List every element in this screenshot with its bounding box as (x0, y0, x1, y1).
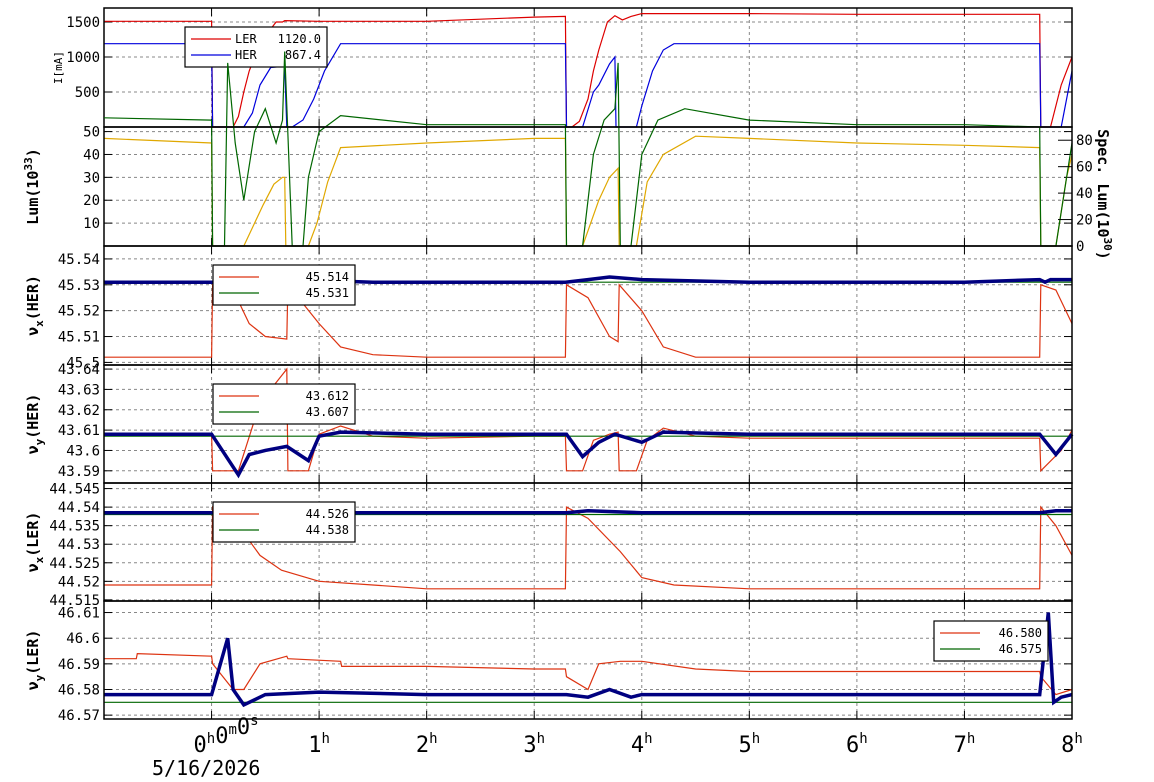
legend-value: 44.538 (306, 523, 349, 537)
y-tick-label: 44.525 (49, 556, 100, 572)
y-tick-label: 43.59 (58, 464, 100, 480)
y-axis-label: νx(HER) (24, 275, 46, 336)
legend-box (184, 26, 328, 68)
x-tick-label: 1h (308, 731, 330, 758)
legend-value: 43.612 (306, 389, 349, 403)
series-nuy_ler-meas (104, 612, 1073, 708)
y-tick-label: 43.62 (58, 403, 100, 419)
series-luminosity-Spec. Lum (103, 51, 1073, 247)
y-tick-label: 44.53 (58, 537, 100, 553)
y-tick-label: 46.59 (58, 657, 100, 673)
legend-value: 46.575 (999, 642, 1042, 656)
x-tick-label: 6h (846, 731, 868, 758)
y-tick-label: 50 (83, 125, 100, 141)
y-axis-label: νx(LER) (24, 512, 46, 573)
y-tick-label: 10 (83, 216, 100, 232)
y-tick-label: 1000 (66, 50, 100, 66)
y-axis-label: Lum(1033) (22, 148, 42, 224)
x-tick-label: 7h (954, 731, 976, 758)
right-tick-label: 60 (1076, 160, 1093, 176)
x-tick-label: 5h (738, 731, 760, 758)
y-tick-label: 45.51 (58, 330, 100, 346)
right-tick-label: 80 (1076, 133, 1093, 149)
legend-value: 1120.0 (278, 32, 321, 46)
y-tick-label: 1500 (66, 15, 100, 31)
right-tick-label: 0 (1076, 239, 1084, 255)
legend-value: 867.4 (285, 48, 321, 62)
y-tick-label: 44.535 (49, 519, 100, 535)
legend-label: HER (235, 48, 257, 62)
series-nuy_her-meas (104, 430, 1074, 479)
y-tick-label: 20 (83, 193, 100, 209)
legend-box (933, 620, 1049, 662)
x-tick-label: 3h (523, 731, 545, 758)
panel-luminosity: 10 20 30 40 50 Lum(1033) 0 20 40 60 80 Spec. Lum(10… (22, 51, 1114, 260)
y-tick-label: 43.63 (58, 382, 100, 398)
legend-value: 45.531 (306, 286, 349, 300)
date-label: 5/16/2026 (152, 756, 260, 780)
y-tick-label: 500 (75, 85, 100, 101)
y-axis-label: νy(LER) (24, 630, 46, 691)
y-tick-label: 45.53 (58, 278, 100, 294)
right-tick-label: 40 (1076, 186, 1093, 202)
legend-nux_ler: 44.526 44.538 (212, 501, 356, 543)
series-nux_ler-set (104, 505, 1073, 590)
y-tick-label: 46.58 (58, 683, 100, 699)
legend-box (212, 501, 356, 543)
y-tick-label: 45.52 (58, 304, 100, 320)
y-tick-label: 44.54 (58, 500, 100, 516)
y-tick-label: 44.52 (58, 574, 100, 590)
y-tick-label: 46.61 (58, 606, 100, 622)
right-tick-label: 20 (1076, 213, 1093, 229)
legend-nuy_ler: 46.580 46.575 (933, 620, 1049, 662)
x-tick-label: 2h (416, 731, 438, 758)
panel-current: 500 1000 1500 I[mA] LER 1120.0 HER 867.4 (52, 7, 1073, 128)
legend-label: LER (235, 32, 257, 46)
y-tick-label: 45.54 (58, 252, 100, 268)
x-tick-label: 0h0m0s (194, 713, 259, 758)
x-tick-label: 8h (1061, 731, 1083, 758)
y-tick-label: 43.64 (58, 362, 100, 378)
panel-frame (103, 600, 1073, 720)
y-tick-label: 46.57 (58, 708, 100, 724)
legend-nux_her: 45.514 45.531 (212, 264, 356, 306)
y-tick-label: 44.515 (49, 593, 100, 609)
legend-value: 46.580 (999, 626, 1042, 640)
legend-nuy_her: 43.612 43.607 (212, 383, 356, 425)
y-axis-label: νy(HER) (24, 394, 46, 455)
y-tick-label: 46.6 (66, 631, 100, 647)
y-tick-label: 43.6 (66, 443, 100, 459)
legend-value: 44.526 (306, 507, 349, 521)
legend-box (212, 264, 356, 306)
y-tick-label: 40 (83, 147, 100, 163)
series-luminosity-Lum (103, 135, 1073, 247)
y-tick-label: 30 (83, 170, 100, 186)
panel-nux_ler: 44.515 44.52 44.525 44.53 44.535 44.54 44.545ν… (24, 482, 1073, 609)
legend-value: 45.514 (306, 270, 349, 284)
legend-box (212, 383, 356, 425)
right-axis-label: Spec. Lum(1030) (1094, 129, 1114, 260)
legend-current: LER 1120.0 HER 867.4 (184, 26, 328, 68)
series-nuy_ler-set (104, 652, 1073, 696)
series-nux_her-set (104, 283, 1073, 358)
panel-nuy_her: 43.59 43.6 43.61 43.62 43.63 43.64 νy(HER) 43.6… (24, 362, 1074, 484)
x-tick-label: 4h (631, 731, 653, 758)
y-axis-label: I[mA] (52, 51, 65, 84)
legend-value: 43.607 (306, 405, 349, 419)
y-tick-label: 45.5 (66, 355, 100, 371)
y-tick-label: 44.545 (49, 482, 100, 498)
y-tick-label: 43.61 (58, 423, 100, 439)
